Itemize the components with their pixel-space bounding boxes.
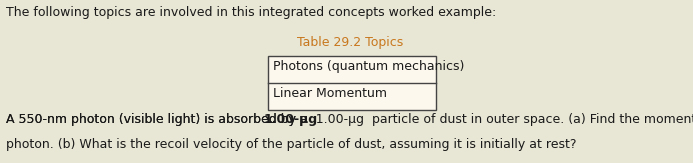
Text: The following topics are involved in this integrated concepts worked example:: The following topics are involved in thi… xyxy=(6,6,496,19)
Text: Table 29.2 Topics: Table 29.2 Topics xyxy=(297,36,403,49)
Text: 1.00-μg: 1.00-μg xyxy=(264,113,318,126)
Text: photon. (b) What is the recoil velocity of the particle of dust, assuming it is : photon. (b) What is the recoil velocity … xyxy=(6,138,577,151)
Text: A 550-nm photon (visible light) is absorbed by a: A 550-nm photon (visible light) is absor… xyxy=(6,113,316,126)
Text: A 550-nm photon (visible light) is absorbed by a  1.00-μg  particle of dust in o: A 550-nm photon (visible light) is absor… xyxy=(6,113,693,126)
Bar xyxy=(268,56,436,110)
Text: Photons (quantum mechanics): Photons (quantum mechanics) xyxy=(273,60,464,73)
Text: Linear Momentum: Linear Momentum xyxy=(273,87,387,100)
